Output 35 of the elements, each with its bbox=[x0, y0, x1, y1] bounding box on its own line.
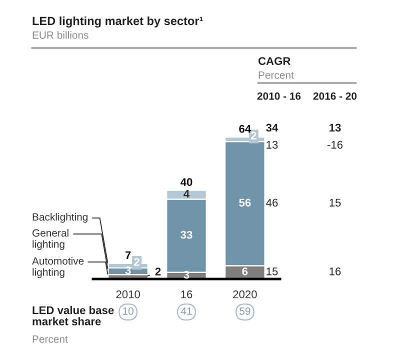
text: Automotive lighting bbox=[32, 257, 84, 278]
total-label: 64 bbox=[239, 124, 252, 133]
text: 2016 - 20 bbox=[313, 92, 357, 100]
text: Percent bbox=[258, 72, 294, 79]
text: 59 bbox=[240, 307, 250, 315]
chart-title: LED lighting market by sector¹ bbox=[32, 16, 203, 28]
text: General lighting bbox=[32, 229, 68, 250]
text: 16 bbox=[330, 267, 341, 276]
text: Percent bbox=[32, 336, 68, 343]
data-label: 56 bbox=[239, 198, 251, 207]
data-label: 2 bbox=[251, 132, 256, 140]
text: Backlighting bbox=[32, 213, 88, 223]
data-label: 6 bbox=[242, 267, 248, 276]
text: CAGR bbox=[258, 57, 290, 65]
text: 2010 - 16 bbox=[257, 92, 301, 100]
data-label: 4 bbox=[184, 190, 190, 198]
text: 13 bbox=[330, 124, 341, 132]
data-label: 2 bbox=[134, 258, 140, 266]
x-tick-label: 16 bbox=[181, 290, 192, 298]
x-tick-label: 2020 bbox=[233, 290, 257, 298]
text: 10 bbox=[123, 307, 134, 315]
annotation: 46 bbox=[266, 198, 278, 207]
total-label: 7 bbox=[125, 251, 131, 260]
text: -16 bbox=[327, 140, 343, 149]
text: 15 bbox=[330, 198, 341, 207]
text: LED value base market share bbox=[32, 306, 114, 326]
x-tick-label: 2010 bbox=[116, 290, 140, 298]
data-label: 2 bbox=[155, 268, 161, 276]
text: 34 bbox=[266, 124, 278, 132]
data-label: 33 bbox=[180, 230, 192, 239]
chart-subtitle: EUR billions bbox=[32, 31, 88, 39]
text: 41 bbox=[180, 308, 192, 315]
annotation: 13 bbox=[266, 140, 278, 149]
total-label: 40 bbox=[180, 178, 192, 186]
annotation: 15 bbox=[266, 268, 278, 276]
